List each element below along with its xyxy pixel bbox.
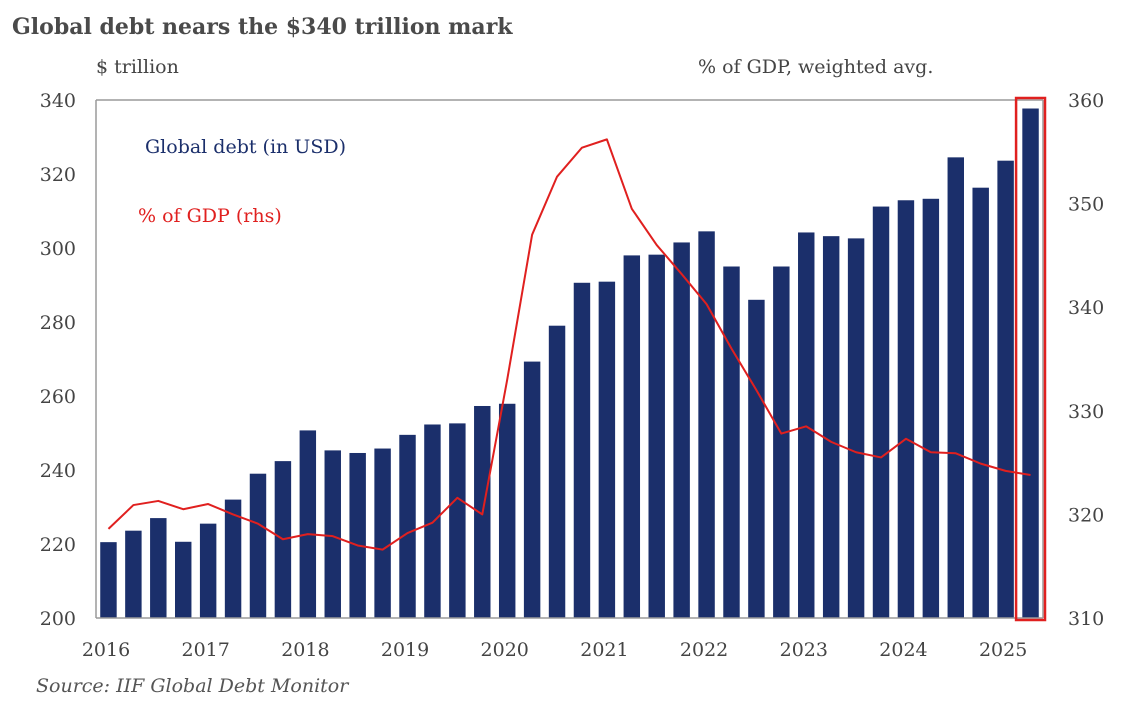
x-tick-label: 2018 (281, 639, 329, 661)
bar (548, 325, 566, 618)
bar (349, 452, 366, 618)
y-tick-label: 320 (40, 164, 76, 186)
x-tick-label: 2024 (879, 639, 927, 661)
bar (847, 238, 865, 618)
bar (648, 254, 665, 618)
bar (150, 518, 167, 618)
x-tick-label: 2019 (381, 639, 429, 661)
bar (822, 236, 840, 618)
bar (100, 542, 117, 618)
bar (199, 523, 217, 618)
bar (399, 434, 416, 618)
bar (723, 266, 740, 618)
y-tick-label: 280 (40, 312, 76, 334)
left-axis-unit: $ trillion (96, 56, 179, 78)
bar (324, 450, 341, 618)
bar (424, 424, 441, 618)
bar (449, 423, 466, 618)
y-tick-label: 240 (40, 460, 76, 482)
bar (374, 448, 391, 618)
legend-gdp: % of GDP (rhs) (138, 205, 282, 227)
x-tick-label: 2017 (182, 639, 230, 661)
x-tick-label: 2021 (580, 639, 628, 661)
bar (573, 282, 591, 618)
bar (174, 541, 192, 618)
y-tick-label: 340 (40, 90, 76, 112)
bar (748, 299, 765, 618)
bar (623, 255, 641, 618)
bar (872, 206, 890, 618)
bar (798, 232, 815, 618)
bar (523, 361, 541, 618)
y2-tick-label: 350 (1068, 194, 1104, 216)
bar (897, 200, 915, 618)
source-note: Source: IIF Global Debt Monitor (36, 675, 349, 697)
right-axis-unit: % of GDP, weighted avg. (698, 56, 934, 78)
gdp-line (107, 138, 1031, 551)
axes (95, 96, 1047, 622)
x-tick-label: 2025 (979, 639, 1027, 661)
bar (299, 430, 317, 618)
bar (947, 157, 965, 618)
bar (598, 281, 616, 618)
bar-series (100, 108, 1039, 619)
bar (972, 187, 989, 618)
y-tick-label: 220 (40, 534, 76, 556)
x-tick-label: 2016 (82, 639, 130, 661)
bar (498, 403, 516, 618)
y2-tick-label: 360 (1068, 90, 1104, 112)
bar (125, 530, 142, 618)
y-tick-label: 200 (40, 608, 76, 630)
x-tick-label: 2022 (680, 639, 728, 661)
bar (1022, 108, 1039, 618)
chart-title: Global debt nears the $340 trillion mark (12, 14, 513, 40)
bar (249, 473, 267, 618)
bar (997, 160, 1014, 618)
bar (673, 242, 690, 618)
y2-tick-label: 330 (1068, 401, 1104, 423)
y2-tick-label: 340 (1068, 297, 1104, 319)
tick-labels: 200 220 240 260 280 300 320 340 310 320 330 340 350 3… (40, 90, 1105, 661)
x-tick-label: 2020 (481, 639, 529, 661)
y-tick-label: 300 (40, 238, 76, 260)
bar (773, 266, 790, 618)
legend-debt: Global debt (in USD) (145, 136, 346, 158)
highlight-box (1014, 96, 1047, 622)
y-tick-label: 260 (40, 386, 76, 408)
y2-tick-label: 310 (1068, 608, 1104, 630)
bar (698, 231, 715, 618)
bar (922, 198, 940, 619)
bar (224, 499, 242, 618)
y2-tick-label: 320 (1068, 504, 1104, 526)
line-series (107, 138, 1031, 551)
x-tick-label: 2023 (780, 639, 828, 661)
